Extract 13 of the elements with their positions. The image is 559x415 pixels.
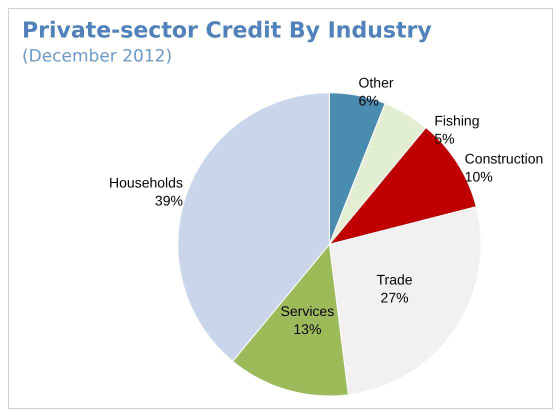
- data-label: 13%: [293, 321, 322, 338]
- slice-label: Households: [109, 174, 183, 191]
- slice-label: Fishing: [434, 112, 480, 129]
- chart-subtitle: (December 2012): [22, 46, 172, 66]
- slice-label: Services: [280, 303, 334, 320]
- slice-label: Other: [358, 74, 394, 91]
- data-label: 27%: [380, 290, 409, 306]
- data-label: 10%: [464, 168, 493, 185]
- data-label: 39%: [154, 192, 183, 209]
- slice-label: Trade: [376, 272, 413, 288]
- chart-title: Private-sector Credit By Industry: [22, 18, 432, 44]
- slice-label: Construction: [464, 150, 544, 167]
- data-label: 5%: [434, 130, 455, 147]
